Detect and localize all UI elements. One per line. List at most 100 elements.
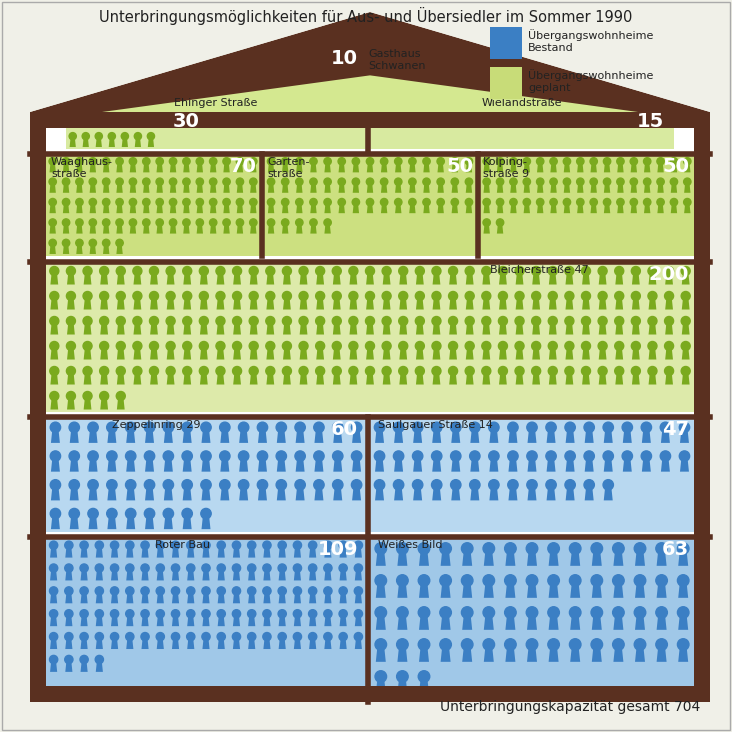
Circle shape <box>531 291 541 301</box>
Circle shape <box>339 632 347 640</box>
Circle shape <box>49 198 56 206</box>
Polygon shape <box>604 432 613 443</box>
Polygon shape <box>547 489 556 501</box>
Polygon shape <box>509 460 518 471</box>
Polygon shape <box>250 325 258 335</box>
Polygon shape <box>133 350 141 359</box>
Circle shape <box>603 178 610 185</box>
Polygon shape <box>566 489 575 501</box>
Polygon shape <box>264 572 271 580</box>
Polygon shape <box>339 165 345 172</box>
Polygon shape <box>111 640 118 649</box>
Circle shape <box>408 178 416 185</box>
Polygon shape <box>150 274 158 285</box>
Circle shape <box>283 367 291 376</box>
Polygon shape <box>296 489 305 501</box>
Circle shape <box>452 113 460 120</box>
Circle shape <box>130 157 137 165</box>
Polygon shape <box>299 350 307 359</box>
Polygon shape <box>51 299 59 310</box>
Circle shape <box>615 291 624 301</box>
Circle shape <box>141 610 149 618</box>
Polygon shape <box>65 640 72 649</box>
Polygon shape <box>172 594 179 603</box>
Circle shape <box>183 291 192 301</box>
Polygon shape <box>370 0 732 112</box>
Circle shape <box>400 113 407 120</box>
Circle shape <box>641 451 651 461</box>
Circle shape <box>439 113 447 120</box>
Circle shape <box>349 316 358 326</box>
Circle shape <box>365 367 375 376</box>
Polygon shape <box>117 299 124 310</box>
Circle shape <box>356 113 363 120</box>
Polygon shape <box>413 432 422 443</box>
Circle shape <box>470 479 480 490</box>
Circle shape <box>577 157 584 165</box>
Circle shape <box>432 367 441 376</box>
Circle shape <box>418 542 430 554</box>
Polygon shape <box>416 299 424 310</box>
Circle shape <box>220 479 230 490</box>
Polygon shape <box>117 350 124 359</box>
Bar <box>280 47 460 92</box>
Circle shape <box>382 316 391 326</box>
Circle shape <box>482 342 491 351</box>
Circle shape <box>440 607 452 619</box>
Polygon shape <box>200 299 208 310</box>
Circle shape <box>569 542 581 554</box>
Polygon shape <box>294 572 301 580</box>
Circle shape <box>351 479 362 490</box>
Polygon shape <box>294 617 301 626</box>
Polygon shape <box>466 325 474 335</box>
Polygon shape <box>582 325 590 335</box>
Circle shape <box>413 113 420 120</box>
Polygon shape <box>537 184 543 193</box>
Polygon shape <box>349 274 357 285</box>
Circle shape <box>461 575 473 586</box>
Polygon shape <box>438 165 444 172</box>
Polygon shape <box>499 299 507 310</box>
Circle shape <box>451 451 461 461</box>
Circle shape <box>461 639 473 650</box>
Text: Unterbringungsmöglichkeiten für Aus- und Übersiedler im Sommer 1990: Unterbringungsmöglichkeiten für Aus- und… <box>100 7 632 25</box>
Circle shape <box>423 157 430 165</box>
Polygon shape <box>233 594 240 603</box>
Polygon shape <box>50 205 56 213</box>
Polygon shape <box>143 165 149 172</box>
Circle shape <box>498 316 507 326</box>
Circle shape <box>116 367 125 376</box>
Polygon shape <box>548 585 559 598</box>
Bar <box>370 537 694 697</box>
Circle shape <box>393 479 404 490</box>
Polygon shape <box>353 165 359 172</box>
Circle shape <box>630 157 638 165</box>
Polygon shape <box>50 246 56 254</box>
Polygon shape <box>566 375 573 384</box>
Polygon shape <box>51 518 60 529</box>
Polygon shape <box>395 205 401 213</box>
Circle shape <box>577 178 584 185</box>
Circle shape <box>75 157 83 165</box>
Circle shape <box>296 157 303 165</box>
Circle shape <box>449 316 458 326</box>
Circle shape <box>399 367 408 376</box>
Polygon shape <box>83 325 92 335</box>
Polygon shape <box>67 350 75 359</box>
Circle shape <box>449 367 458 376</box>
Circle shape <box>89 198 97 206</box>
Circle shape <box>656 607 668 619</box>
Circle shape <box>548 266 557 275</box>
Circle shape <box>278 564 286 572</box>
Circle shape <box>615 266 624 275</box>
Circle shape <box>134 132 141 140</box>
Polygon shape <box>549 274 556 285</box>
Circle shape <box>577 198 584 206</box>
Circle shape <box>482 291 491 301</box>
Circle shape <box>304 113 311 120</box>
Text: 15: 15 <box>637 112 664 131</box>
Circle shape <box>299 291 308 301</box>
Polygon shape <box>545 119 551 127</box>
Polygon shape <box>423 184 430 193</box>
Circle shape <box>249 316 258 326</box>
